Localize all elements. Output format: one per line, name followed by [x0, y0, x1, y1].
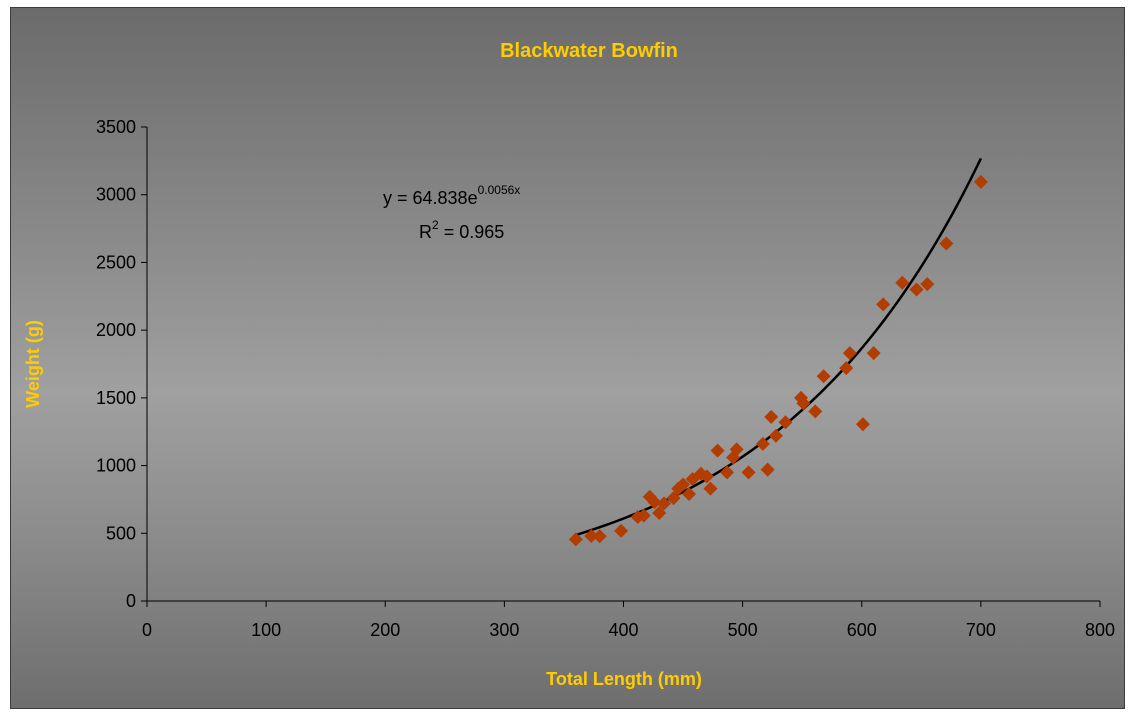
data-point-marker: [973, 174, 988, 189]
y-tick-label: 2000: [96, 320, 136, 340]
data-point-marker: [699, 469, 714, 484]
data-point-marker: [808, 404, 823, 419]
data-point-marker: [614, 523, 629, 538]
y-tick-label: 1000: [96, 456, 136, 476]
data-point-marker: [682, 487, 697, 502]
data-point-marker: [842, 346, 857, 361]
data-point-marker: [876, 297, 891, 312]
x-axis-title: Total Length (mm): [546, 669, 702, 689]
x-tick-label: 100: [251, 620, 281, 640]
data-point-marker: [584, 528, 599, 543]
data-point-marker: [729, 442, 744, 457]
data-point-marker: [760, 462, 775, 477]
chart-title: Blackwater Bowfin: [500, 40, 678, 62]
data-points: [568, 174, 988, 547]
chart-area: [10, 7, 1125, 709]
data-point-marker: [710, 443, 725, 458]
data-point-marker: [741, 465, 756, 480]
x-tick-label: 300: [489, 620, 519, 640]
data-point-marker: [939, 236, 954, 251]
data-point-marker: [895, 275, 910, 290]
data-point-marker: [676, 477, 691, 492]
data-point-marker: [909, 282, 924, 297]
x-tick-label: 0: [142, 620, 152, 640]
y-axis-title: Weight (g): [23, 320, 43, 408]
y-tick-label: 0: [126, 591, 136, 611]
data-point-marker: [816, 369, 831, 384]
data-point-marker: [720, 465, 735, 480]
equation-main: y = 64.838e: [383, 188, 478, 208]
data-point-marker: [768, 428, 783, 443]
r2-prefix: R: [419, 222, 432, 242]
data-point-marker: [778, 415, 793, 430]
data-point-marker: [652, 505, 667, 520]
data-point-marker: [796, 396, 811, 411]
data-point-marker: [636, 508, 651, 523]
data-point-marker: [855, 417, 870, 432]
r2-superscript: 2: [432, 218, 439, 232]
y-tick-label: 3500: [96, 117, 136, 137]
data-point-marker: [764, 409, 779, 424]
data-point-marker: [755, 436, 770, 451]
y-tick-label: 2500: [96, 252, 136, 272]
x-tick-labels: 0 100 200 300 400 500 600 700 800: [142, 620, 1115, 640]
y-tick-label: 1500: [96, 388, 136, 408]
x-tick-label: 200: [370, 620, 400, 640]
x-tick-label: 500: [728, 620, 758, 640]
data-point-marker: [920, 277, 935, 292]
y-tick-labels: 0 500 1000 1500 2000 2500 3000 3500: [96, 117, 136, 611]
data-point-marker: [568, 532, 583, 547]
trendline-equation: y = 64.838e0.0056x: [383, 183, 520, 208]
x-tick-label: 400: [608, 620, 638, 640]
data-point-marker: [839, 361, 854, 376]
r2-value: = 0.965: [439, 222, 505, 242]
data-point-marker: [866, 346, 881, 361]
equation-exponent: 0.0056x: [478, 183, 521, 197]
data-point-marker: [647, 495, 662, 510]
axes: [141, 126, 1101, 607]
x-tick-label: 600: [847, 620, 877, 640]
trendline: [575, 157, 983, 537]
y-tick-label: 500: [106, 523, 136, 543]
x-tick-label: 800: [1085, 620, 1115, 640]
data-point-marker: [592, 529, 607, 544]
data-point-marker: [703, 481, 718, 496]
r-squared: R2 = 0.965: [419, 218, 504, 242]
x-tick-label: 700: [966, 620, 996, 640]
data-point-marker: [666, 491, 681, 506]
data-point-marker: [657, 496, 672, 511]
y-tick-label: 3000: [96, 185, 136, 205]
